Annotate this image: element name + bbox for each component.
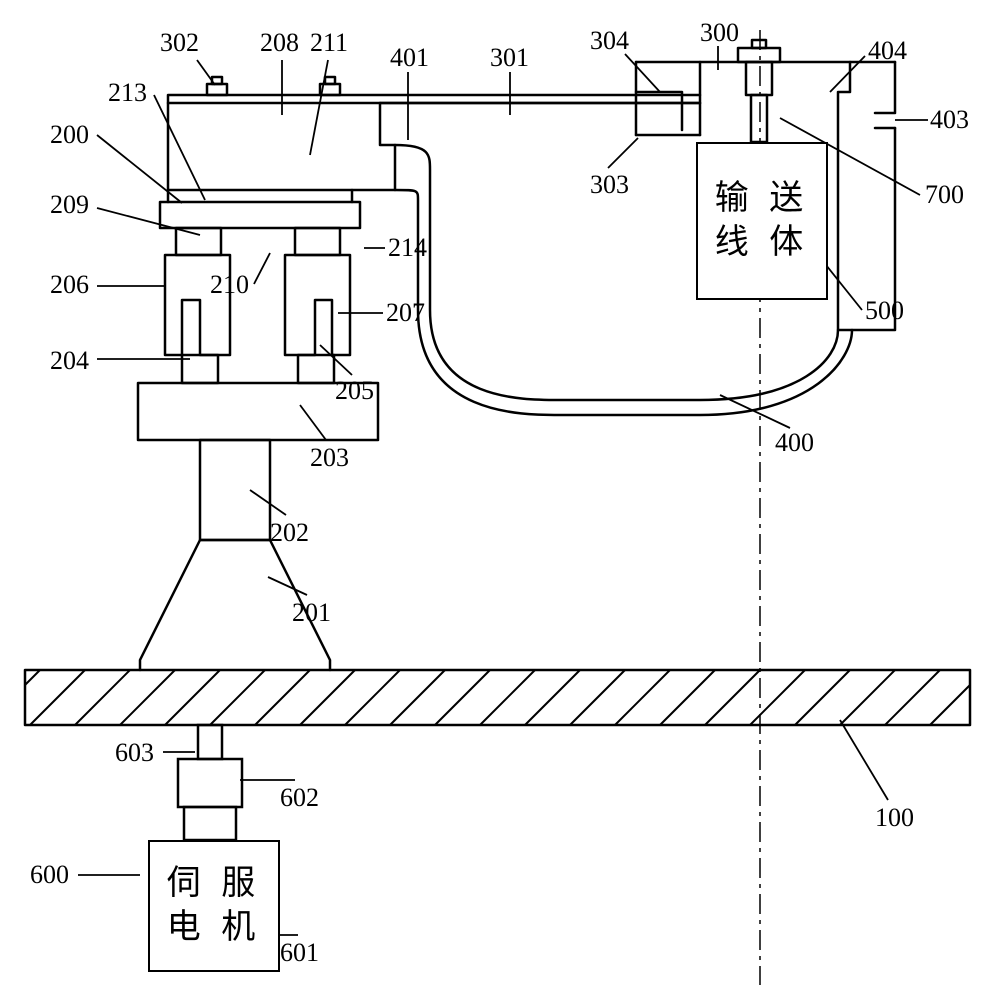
label-500: 500 [865, 298, 904, 324]
diagram-root: 输 送 线 体 伺 服 电 机 302 208 211 401 301 304 300 404… [0, 0, 1000, 995]
conveyor-box: 输 送 线 体 [696, 142, 828, 300]
label-200: 200 [50, 122, 89, 148]
label-206: 206 [50, 272, 89, 298]
label-214: 214 [388, 235, 427, 261]
label-210: 210 [210, 272, 249, 298]
label-400: 400 [775, 430, 814, 456]
label-209: 209 [50, 192, 89, 218]
label-601: 601 [280, 940, 319, 966]
label-304: 304 [590, 28, 629, 54]
label-203: 203 [310, 445, 349, 471]
label-300: 300 [700, 20, 739, 46]
label-202: 202 [270, 520, 309, 546]
label-211: 211 [310, 30, 348, 56]
label-207: 207 [386, 300, 425, 326]
label-401: 401 [390, 45, 429, 71]
servo-text-1: 伺 服 [167, 862, 262, 906]
label-100: 100 [875, 805, 914, 831]
label-301: 301 [490, 45, 529, 71]
conveyor-text-2: 线 体 [715, 221, 810, 265]
label-404: 404 [868, 38, 907, 64]
label-201: 201 [292, 600, 331, 626]
servo-box: 伺 服 电 机 [148, 840, 280, 972]
label-205: 205 [335, 378, 374, 404]
label-208: 208 [260, 30, 299, 56]
label-302: 302 [160, 30, 199, 56]
label-600: 600 [30, 862, 69, 888]
label-602: 602 [280, 785, 319, 811]
label-603: 603 [115, 740, 154, 766]
label-204: 204 [50, 348, 89, 374]
label-303: 303 [590, 172, 629, 198]
label-403: 403 [930, 107, 969, 133]
conveyor-text-1: 输 送 [715, 177, 810, 221]
label-700: 700 [925, 182, 964, 208]
servo-text-2: 电 机 [167, 906, 262, 950]
label-213: 213 [108, 80, 147, 106]
